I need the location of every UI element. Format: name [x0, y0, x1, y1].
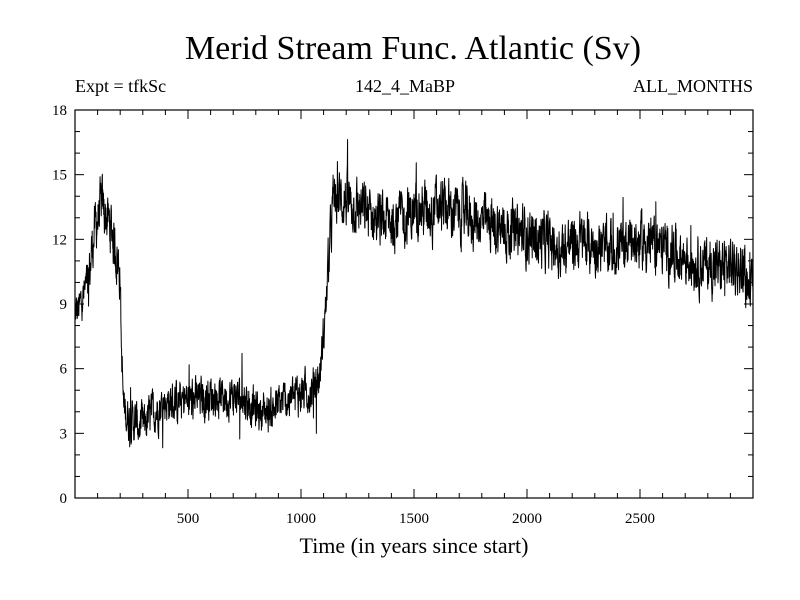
y-tick-label: 12	[52, 232, 67, 248]
y-tick-label: 0	[60, 491, 68, 507]
x-tick-label: 1000	[286, 511, 316, 527]
chart-title: Merid Stream Func. Atlantic (Sv)	[184, 30, 642, 67]
plot-frame	[74, 109, 754, 499]
experiment-label: Expt = tfkSc	[75, 76, 167, 96]
run-id-label: 142_4_MaBP	[355, 76, 456, 96]
y-tick-label: 15	[52, 168, 67, 184]
y-tick-label: 9	[60, 297, 68, 313]
y-tick-label: 6	[60, 362, 68, 378]
months-label: ALL_MONTHS	[633, 76, 753, 96]
x-tick-label: 2000	[512, 511, 542, 527]
y-tick-label: 18	[52, 103, 67, 119]
series-layer	[74, 138, 754, 449]
ticks-layer: 500 1000 1500 2000 2500 0 3 6 9 12 15 18	[52, 103, 753, 527]
y-tick-label: 3	[60, 426, 68, 442]
x-tick-label: 500	[177, 511, 200, 527]
x-tick-label: 2500	[625, 511, 655, 527]
x-axis-label: Time (in years since start)	[300, 533, 529, 558]
series-line	[74, 138, 754, 449]
x-tick-label: 1500	[399, 511, 429, 527]
